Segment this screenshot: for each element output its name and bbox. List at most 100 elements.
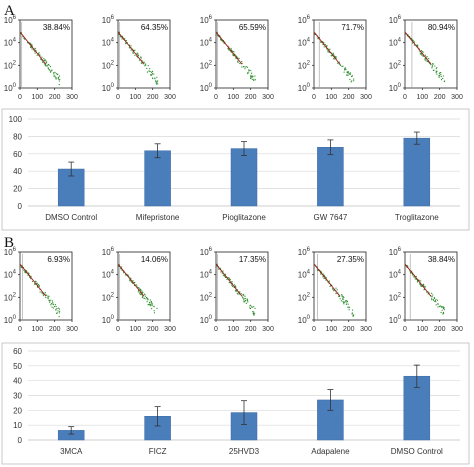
- data-point: [231, 281, 233, 283]
- data-point: [441, 306, 443, 308]
- data-point: [49, 301, 51, 303]
- data-point: [253, 314, 255, 316]
- data-point: [424, 59, 426, 61]
- data-point: [420, 53, 422, 55]
- data-point: [43, 63, 45, 65]
- data-point: [151, 304, 153, 306]
- data-point: [330, 55, 332, 57]
- category-label: GW 7647: [314, 213, 348, 222]
- data-point: [348, 309, 350, 311]
- data-point: [407, 265, 409, 267]
- data-point: [440, 74, 442, 76]
- data-point: [252, 312, 254, 314]
- data-point: [26, 42, 29, 44]
- data-point: [125, 274, 127, 276]
- gate-percentage: 38.84%: [428, 255, 455, 264]
- data-point: [436, 73, 438, 75]
- data-point: [25, 272, 27, 274]
- bar-chart-b: 0 10 20 30 40 50 60 3MCA FICZ 25HVD3 Adapalene DMSO…: [13, 347, 460, 456]
- data-point: [224, 273, 227, 275]
- data-point: [38, 285, 40, 287]
- y-tick-label: 102: [389, 60, 402, 70]
- data-point: [421, 286, 423, 288]
- data-point: [241, 62, 243, 64]
- data-point: [253, 312, 255, 315]
- x-tick-label: 300: [360, 94, 372, 101]
- data-point: [41, 61, 44, 63]
- data-point: [438, 76, 440, 78]
- data-point: [52, 307, 54, 309]
- data-point: [54, 76, 56, 78]
- data-point: [216, 31, 218, 33]
- data-point: [442, 306, 444, 308]
- y-tick-label: 106: [4, 247, 17, 257]
- data-point: [248, 69, 250, 71]
- data-point: [29, 46, 32, 48]
- data-point: [149, 305, 151, 307]
- data-point: [231, 284, 233, 286]
- data-point: [54, 71, 56, 73]
- y-tick-exponent: 6: [307, 15, 311, 21]
- data-point: [39, 291, 41, 293]
- y-tick-exponent: 2: [398, 292, 402, 298]
- data-point: [139, 292, 141, 294]
- data-point: [118, 265, 120, 267]
- data-point: [433, 297, 435, 299]
- data-point: [321, 271, 323, 273]
- data-point: [237, 61, 239, 64]
- x-tick-label: 100: [325, 94, 337, 101]
- data-point: [428, 292, 430, 294]
- data-point: [251, 75, 253, 77]
- data-point: [148, 301, 151, 303]
- data-point: [31, 45, 33, 47]
- data-point: [232, 54, 234, 57]
- data-point: [425, 60, 427, 62]
- data-point: [236, 56, 238, 58]
- data-point: [53, 72, 55, 74]
- data-point: [421, 51, 423, 53]
- x-tick-label: 200: [245, 326, 257, 333]
- data-point: [346, 302, 348, 304]
- x-tick-label: 300: [164, 326, 176, 333]
- y-tick-exponent: 4: [307, 270, 311, 276]
- y-tick-label: 102: [4, 60, 17, 70]
- data-point: [323, 46, 325, 48]
- x-tick-label: 200: [147, 94, 159, 101]
- data-point: [418, 279, 420, 281]
- data-point: [432, 69, 434, 71]
- x-tick-label: 300: [164, 94, 176, 101]
- data-point: [322, 43, 324, 46]
- data-point: [353, 78, 355, 80]
- data-point: [58, 75, 61, 77]
- data-point: [343, 301, 345, 303]
- data-point: [329, 285, 331, 287]
- y-tick-label: 104: [102, 38, 115, 48]
- data-point: [24, 38, 26, 40]
- data-point: [247, 300, 249, 302]
- data-point: [254, 75, 256, 77]
- data-point: [416, 44, 418, 46]
- data-point: [58, 315, 60, 318]
- y-tick-label: 100: [298, 315, 311, 325]
- data-point: [121, 38, 123, 40]
- data-point: [144, 65, 146, 67]
- y-tick-exponent: 6: [13, 15, 17, 21]
- data-point: [125, 43, 127, 45]
- data-point: [51, 300, 54, 302]
- data-point: [153, 310, 155, 312]
- y-tick-label: 104: [389, 270, 402, 280]
- y-tick-label: 102: [200, 292, 213, 302]
- data-point: [343, 297, 345, 299]
- y-tick-label: 30: [13, 392, 22, 401]
- y-tick-exponent: 2: [111, 292, 115, 298]
- data-point: [136, 55, 138, 58]
- data-point: [431, 297, 433, 299]
- data-point: [441, 309, 443, 311]
- data-point: [154, 80, 157, 82]
- data-point: [40, 58, 42, 60]
- data-point: [139, 292, 141, 294]
- data-point: [38, 284, 40, 286]
- data-point: [44, 293, 46, 295]
- data-point: [141, 292, 143, 294]
